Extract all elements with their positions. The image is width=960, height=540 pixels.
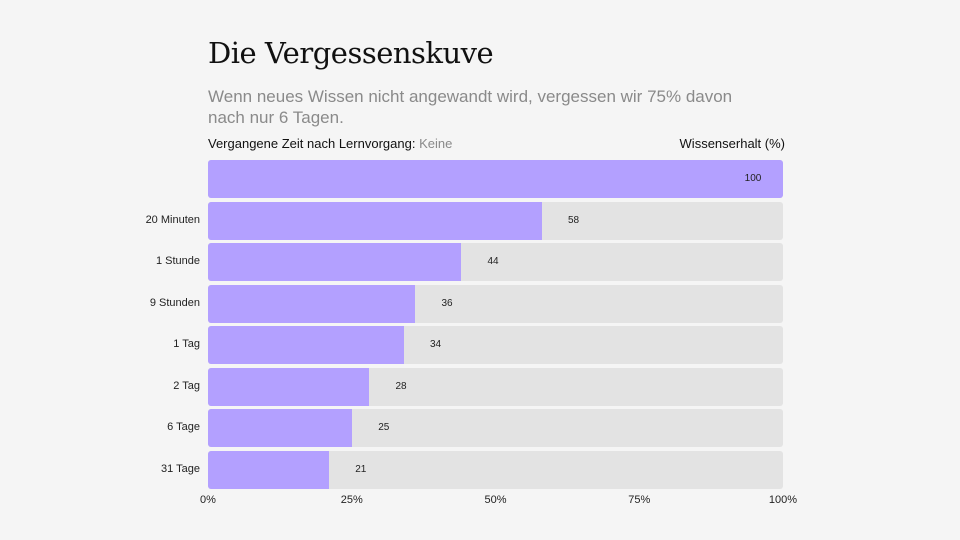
value-label: 58 [567,214,580,226]
bar [208,450,329,489]
value-label: 25 [378,422,390,433]
value-label: 21 [355,463,367,475]
category-label: 2 Tag [173,379,200,392]
bar [208,243,461,281]
value-label: 44 [487,256,499,267]
value-label: 34 [429,339,442,350]
bar [208,326,404,364]
category-label: 1 Stunde [155,255,200,267]
category-axis-label: Vergangene Zeit nach Lernvorgang: [208,136,416,151]
bar [208,284,415,323]
bar [208,367,369,406]
x-tick-label: 50% [484,494,507,506]
x-tick-label: 0% [200,494,216,506]
x-tick-label: 75% [628,494,651,506]
category-label: 1 Tag [173,338,200,350]
category-axis-header: Vergangene Zeit nach Lernvorgang: Keine [208,136,452,151]
bar [208,201,542,240]
value-label: 100 [744,173,762,184]
category-label: 31 Tage [161,462,200,475]
bar [208,160,783,198]
value-label: 36 [441,297,453,309]
chart-subtitle: Wenn neues Wissen nicht angewandt wird, … [208,87,733,127]
category-label: 9 Stunden [149,296,200,309]
chart-title: Die Vergessenskuve [208,36,494,70]
category-label: 6 Tage [167,421,200,433]
x-tick-label: 100% [768,494,798,506]
x-tick-label: 25% [340,494,363,506]
value-axis-label: Wissenserhalt (%) [679,136,785,151]
value-label: 28 [395,380,407,392]
bar [208,409,352,447]
category-label: 20 Minuten [145,213,200,226]
first-category-label: Keine [419,136,453,151]
